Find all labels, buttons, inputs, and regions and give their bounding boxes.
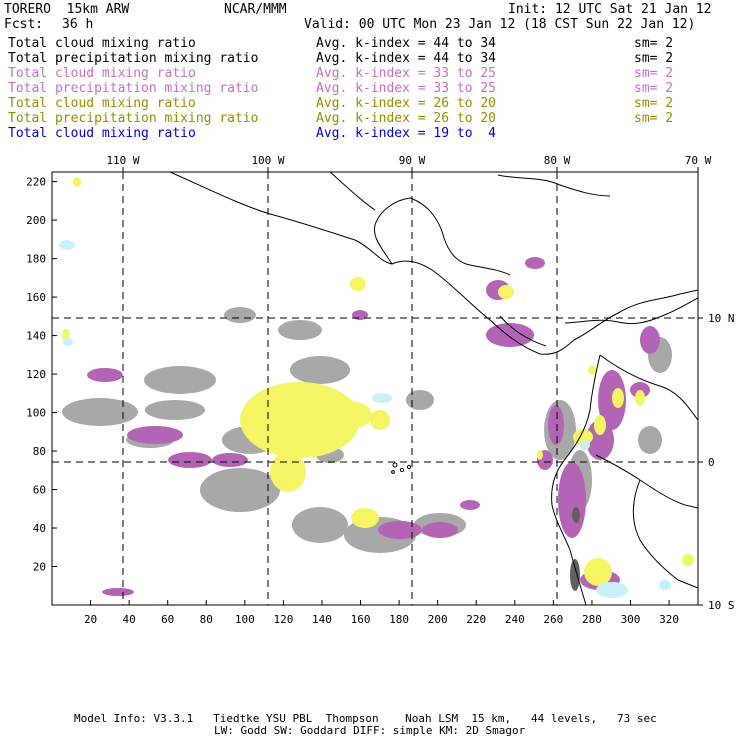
model-info-line2: LW: Godd SW: Goddard DIFF: simple KM: 2D…: [214, 724, 526, 737]
legend-kindex: Avg. k-index = 19 to 4: [316, 126, 497, 141]
y-tick-label: 20: [33, 561, 46, 574]
longitude-label: 80 W: [544, 154, 571, 167]
legend-kindex: Avg. k-index = 33 to 25: [316, 81, 497, 96]
latitude-labels: 10 N 0 10 S: [698, 312, 735, 612]
legend-field-name: Total cloud mixing ratio: [8, 36, 196, 51]
x-tick-label: 220: [466, 613, 486, 626]
legend-kindex: Avg. k-index = 44 to 34: [316, 51, 497, 66]
longitude-labels: 110 W 100 W 90 W 80 W 70 W: [106, 154, 712, 172]
legend-smoothing: sm= 2: [634, 96, 674, 111]
x-tick-label: 160: [351, 613, 371, 626]
precipitation-field: [59, 177, 694, 598]
x-tick-label: 320: [659, 613, 679, 626]
legend-kindex: Avg. k-index = 33 to 25: [316, 66, 497, 81]
x-tick-label: 300: [621, 613, 641, 626]
y-tick-label: 160: [26, 291, 46, 304]
y-axis-ticks: 20 40 60 80 100 120 140 160 180 200 220: [26, 176, 57, 574]
x-tick-label: 20: [84, 613, 97, 626]
latitude-label: 10 S: [708, 599, 735, 612]
x-tick-label: 80: [200, 613, 213, 626]
y-tick-label: 60: [33, 484, 46, 497]
x-tick-label: 280: [582, 613, 602, 626]
map-frame: [51, 171, 699, 606]
legend-smoothing: sm= 2: [634, 81, 674, 96]
legend-field-name: Total cloud mixing ratio: [8, 66, 196, 81]
x-tick-label: 60: [161, 613, 174, 626]
legend-kindex: Avg. k-index = 26 to 20: [316, 96, 497, 111]
y-tick-label: 200: [26, 214, 46, 227]
x-tick-label: 260: [543, 613, 563, 626]
y-tick-label: 80: [33, 445, 46, 458]
y-tick-label: 180: [26, 253, 46, 266]
x-tick-label: 40: [123, 613, 136, 626]
longitude-label: 70 W: [685, 154, 712, 167]
legend-field-name: Total cloud mixing ratio: [8, 126, 196, 141]
x-axis-ticks: 20 40 60 80 100 120 140 160 180 200 220 240 260 280 30…: [84, 600, 679, 626]
y-tick-label: 140: [26, 330, 46, 343]
x-tick-label: 240: [505, 613, 525, 626]
x-tick-label: 180: [389, 613, 409, 626]
model-info-line1: Model Info: V3.3.1 Tiedtke YSU PBL Thomp…: [74, 712, 657, 725]
y-tick-label: 120: [26, 368, 46, 381]
forecast-hour: 36 h: [62, 17, 94, 32]
latitude-label: 0: [708, 456, 715, 469]
legend-kindex: Avg. k-index = 44 to 34: [316, 36, 497, 51]
legend-smoothing: sm= 2: [634, 51, 674, 66]
longitude-label: 110 W: [106, 154, 139, 167]
legend-kindex: Avg. k-index = 26 to 20: [316, 111, 497, 126]
lat-lon-grid: [52, 172, 698, 605]
weather-map: 20 40 60 80 100 120 140 160 180 200 220 240 260 280 30…: [26, 154, 735, 626]
forecast-label: Fcst:: [4, 17, 44, 32]
legend-field-name: Total precipitation mixing ratio: [8, 111, 259, 126]
legend-smoothing: sm= 2: [634, 36, 674, 51]
longitude-label: 90 W: [399, 154, 426, 167]
y-tick-label: 100: [26, 407, 46, 420]
y-tick-label: 220: [26, 176, 46, 189]
y-tick-label: 40: [33, 522, 46, 535]
legend-field-name: Total precipitation mixing ratio: [8, 51, 259, 66]
valid-time: Valid: 00 UTC Mon 23 Jan 12 (18 CST Sun …: [304, 17, 696, 32]
x-tick-label: 100: [235, 613, 255, 626]
model-title: TORERO 15km ARW: [4, 2, 130, 17]
init-time: Init: 12 UTC Sat 21 Jan 12: [508, 2, 712, 17]
x-tick-label: 200: [428, 613, 448, 626]
organization-label: NCAR/MMM: [224, 2, 287, 17]
x-tick-label: 120: [273, 613, 293, 626]
latitude-label: 10 N: [708, 312, 735, 325]
legend-smoothing: sm= 2: [634, 66, 674, 81]
x-tick-label: 140: [312, 613, 332, 626]
legend-smoothing: sm= 2: [634, 111, 674, 126]
legend-field-name: Total precipitation mixing ratio: [8, 81, 259, 96]
longitude-label: 100 W: [251, 154, 284, 167]
legend-field-name: Total cloud mixing ratio: [8, 96, 196, 111]
